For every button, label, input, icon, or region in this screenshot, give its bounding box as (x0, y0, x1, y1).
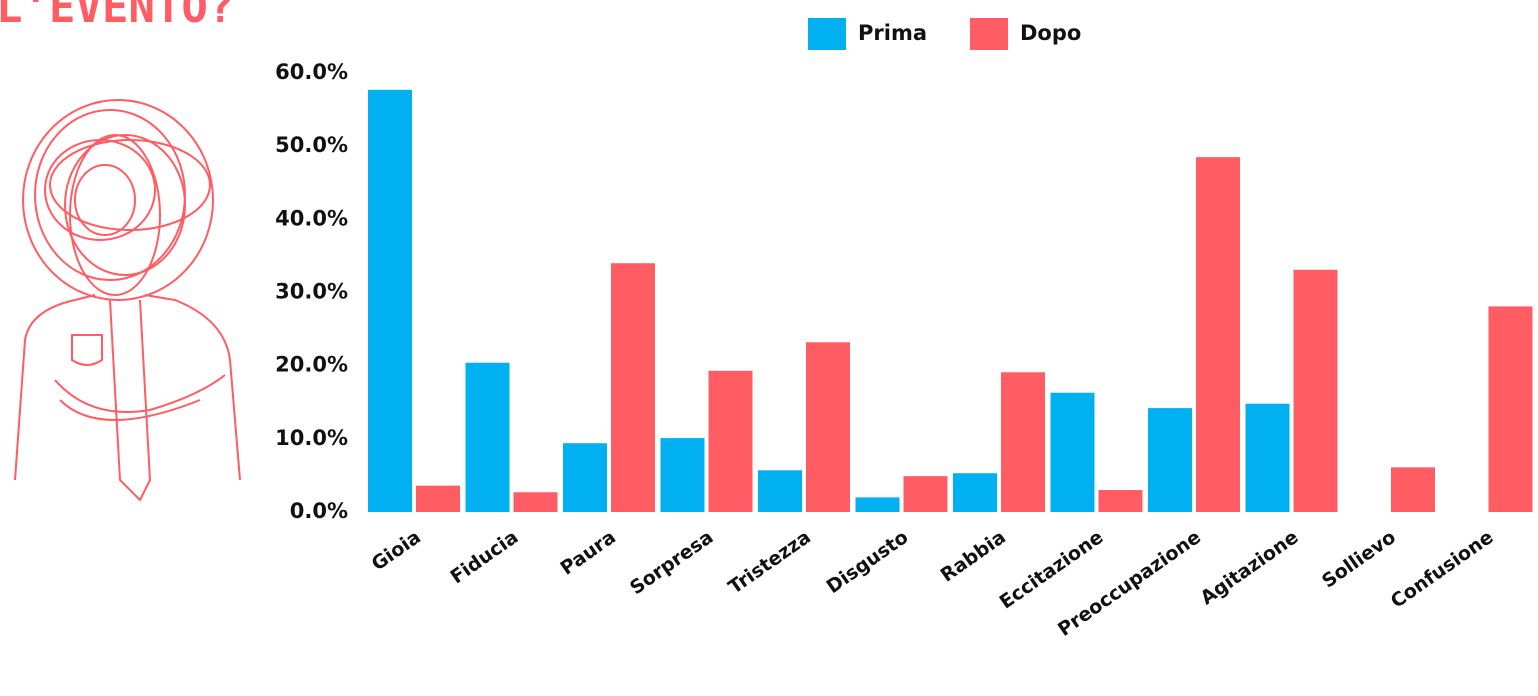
bar (660, 438, 705, 512)
bar (1148, 408, 1192, 512)
y-tick-label: 30.0% (275, 280, 348, 304)
x-tick-label: Confusione (1387, 526, 1498, 613)
x-tick-label: Sorpresa (626, 526, 717, 599)
bar (1245, 403, 1290, 512)
y-tick-label: 50.0% (275, 133, 348, 157)
x-tick-label: Disgusto (823, 526, 913, 598)
x-tick-label: Sollievo (1318, 526, 1400, 593)
legend-swatch (970, 18, 1008, 50)
y-tick-label: 60.0% (275, 60, 348, 84)
bar (953, 473, 997, 512)
bar (611, 263, 655, 512)
y-tick-label: 10.0% (275, 426, 348, 450)
bar (1488, 306, 1533, 512)
chart-title: L'EVENTO? (0, 0, 234, 33)
y-tick-label: 0.0% (290, 499, 348, 523)
legend-label: Dopo (1020, 21, 1081, 45)
x-tick-label: Tristezza (724, 526, 814, 599)
x-tick-label: Paura (556, 526, 619, 580)
bar (1196, 157, 1240, 512)
x-tick-label: Agitazione (1197, 526, 1303, 609)
x-tick-label: Fiducia (446, 526, 522, 588)
x-tick-label: Gioia (368, 526, 425, 575)
bar (1001, 372, 1045, 512)
bar (708, 370, 753, 512)
y-tick-label: 40.0% (275, 206, 348, 230)
bar (855, 497, 900, 512)
bar (513, 492, 558, 512)
bar (416, 485, 460, 512)
illustration (14, 99, 241, 502)
bar (368, 89, 412, 512)
bar (903, 476, 948, 512)
bar (1293, 269, 1338, 512)
legend-swatch (808, 18, 846, 50)
legend-label: Prima (858, 21, 927, 45)
x-tick-label: Rabbia (937, 526, 1010, 586)
bar (806, 342, 850, 512)
bar (563, 443, 607, 512)
bar (1050, 392, 1095, 512)
bar (1098, 490, 1143, 512)
y-tick-label: 20.0% (275, 353, 348, 377)
bar (758, 470, 802, 512)
bar (1391, 467, 1435, 512)
bar (465, 362, 510, 512)
